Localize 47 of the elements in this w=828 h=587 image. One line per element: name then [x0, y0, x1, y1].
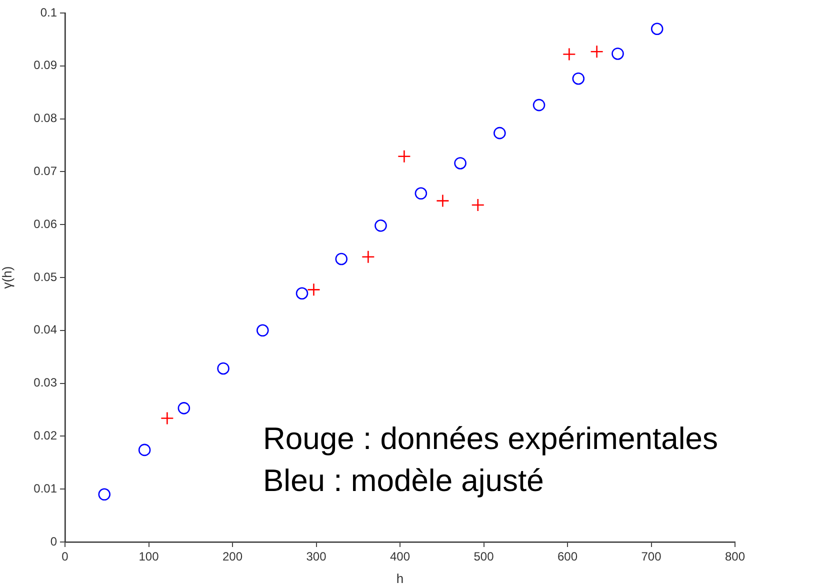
point [362, 250, 375, 264]
point [454, 157, 466, 170]
point [335, 252, 348, 266]
y-tick-label: 0.04 [34, 322, 58, 337]
point [590, 44, 604, 58]
point [160, 412, 174, 425]
x-tick-label: 500 [474, 550, 494, 564]
y-tick-label: 0.02 [34, 428, 58, 443]
x-tick-label: 400 [390, 550, 410, 564]
point [612, 48, 624, 60]
x-tick-label: 700 [641, 550, 662, 564]
y-tick-label: 0.05 [34, 270, 58, 284]
point [138, 444, 151, 456]
annotation: Rouge : données expérimentales [263, 420, 718, 458]
y-tick-label: 0 [50, 534, 58, 548]
point [217, 362, 230, 375]
x-axis-title: h [396, 570, 404, 586]
y-axis-title: γ(h) [0, 266, 14, 289]
point [98, 488, 111, 501]
y-tick-label: 0.06 [34, 216, 58, 231]
x-tick-label: 100 [138, 550, 160, 564]
x-tick-label: 300 [306, 550, 327, 564]
x-tick-label: 200 [222, 550, 243, 564]
y-tick-label: 0.1 [40, 5, 58, 20]
point [296, 287, 308, 300]
y-tick-label: 0.03 [34, 376, 58, 390]
point [436, 194, 450, 208]
x-tick-label: 800 [724, 550, 746, 564]
y-tick-label: 0.08 [34, 111, 58, 126]
point [494, 126, 506, 140]
point [650, 22, 664, 36]
point [398, 150, 411, 164]
point [532, 98, 546, 112]
point [562, 48, 576, 61]
annotation: Bleu : modèle ajusté [263, 462, 545, 500]
y-tick-label: 0.09 [34, 58, 58, 72]
point [256, 324, 269, 337]
point [374, 220, 387, 232]
y-tick-label: 0.01 [34, 481, 58, 496]
point [178, 402, 190, 414]
y-tick-label: 0.07 [34, 164, 58, 178]
point [307, 283, 320, 296]
point [572, 72, 585, 85]
x-tick-label: 600 [557, 550, 578, 564]
x-tick-label: 0 [62, 550, 69, 564]
point [471, 198, 485, 212]
point [414, 187, 428, 200]
